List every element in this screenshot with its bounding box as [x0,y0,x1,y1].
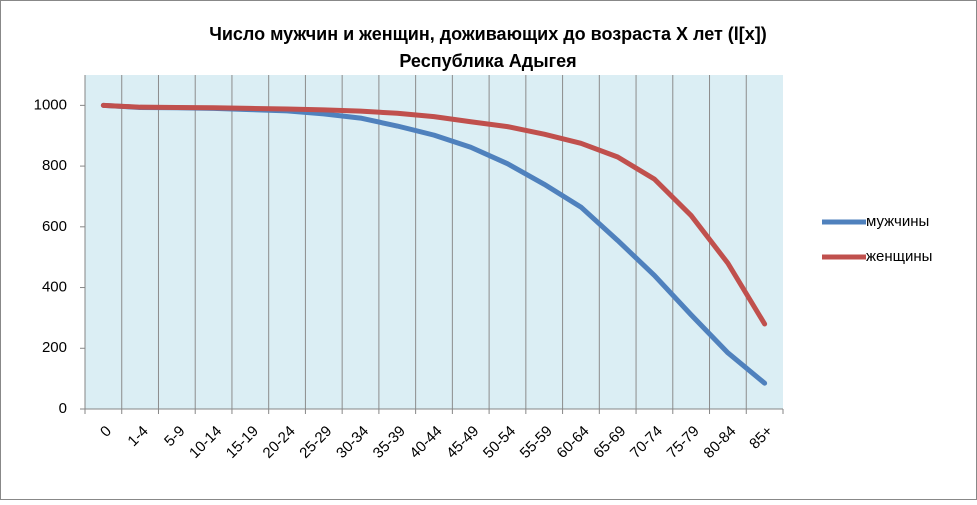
y-tick-label: 1000 [34,96,67,113]
legend-label: мужчины [866,213,929,230]
legend-label: женщины [866,248,932,265]
series-line [100,102,768,327]
plot-area [85,75,783,409]
y-tick-label: 0 [59,400,67,417]
y-tick-label: 600 [42,218,67,235]
y-tick-label: 800 [42,157,67,174]
y-tick-label: 400 [42,279,67,296]
chart-subtitle: Республика Адыгея [399,51,576,71]
y-tick-label: 200 [42,339,67,356]
chart-title: Число мужчин и женщин, доживающих до воз… [209,24,767,44]
